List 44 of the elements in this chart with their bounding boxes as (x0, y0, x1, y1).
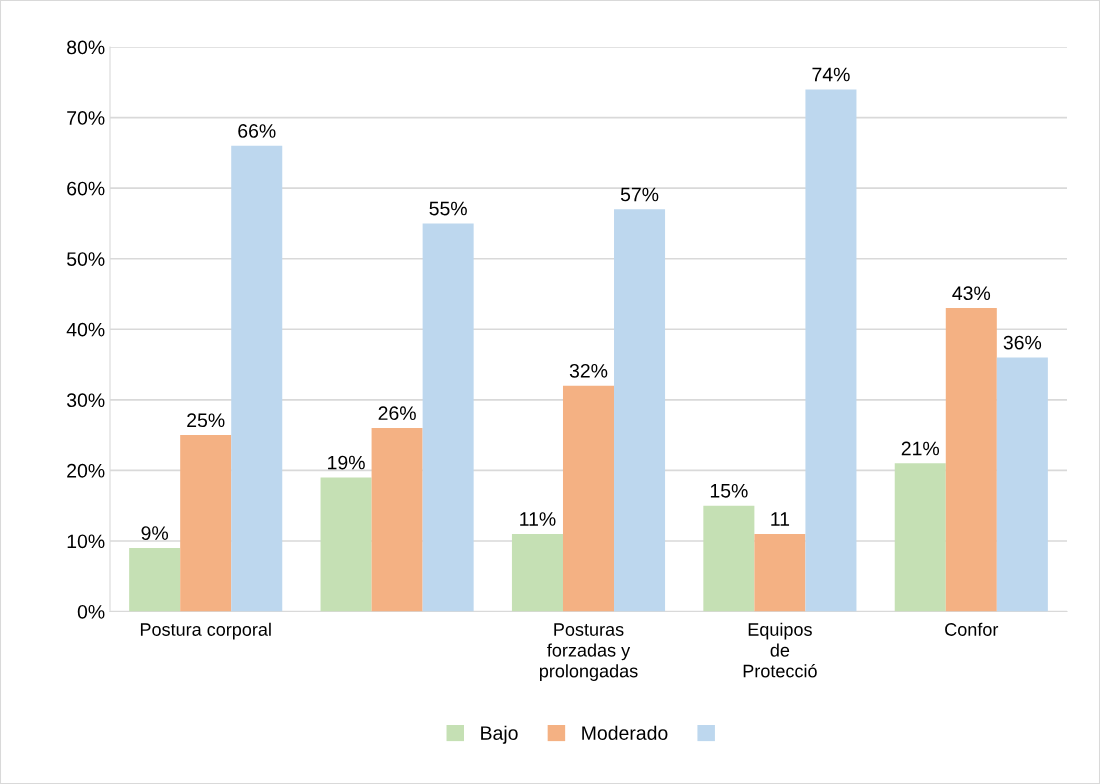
legend-label: Bajo (481, 725, 518, 744)
x-tick-label: Posturas forzadas y prolongadas (539, 623, 638, 681)
data-label: 11 (771, 512, 790, 526)
bar (562, 385, 615, 612)
data-label: 32% (569, 363, 608, 378)
y-tick-label: 80% (67, 40, 105, 55)
y-tick-label: 50% (67, 252, 105, 266)
data-label: 9% (141, 526, 169, 541)
bar (996, 357, 1048, 612)
bar (320, 477, 372, 612)
bar (805, 89, 857, 612)
data-label: 36% (1003, 335, 1042, 350)
x-tick-label: Confor (945, 622, 999, 636)
bar (129, 548, 181, 612)
x-tick-label: Postura corporal (140, 622, 271, 640)
y-tick-label: 60% (67, 181, 105, 196)
data-label: 25% (187, 413, 225, 428)
data-label: 15% (710, 483, 748, 498)
y-tick-label: 70% (67, 111, 105, 125)
y-tick-label: 40% (66, 322, 105, 337)
y-tick-label: 30% (66, 393, 105, 408)
data-label: 55% (429, 201, 467, 216)
data-label: 21% (901, 441, 940, 456)
bar (754, 533, 806, 612)
data-label: 26% (378, 406, 416, 421)
data-label: 74% (812, 67, 850, 82)
x-tick-label: Equipos de Protecció (743, 622, 817, 678)
y-tick-label: 0% (77, 604, 105, 619)
bar (614, 209, 666, 612)
data-label: 11% (520, 512, 556, 526)
bar (945, 308, 997, 612)
bar (180, 435, 232, 612)
bar (422, 223, 474, 612)
data-label: 57% (620, 187, 659, 202)
y-tick-label: 10% (67, 534, 105, 549)
bar (511, 533, 563, 612)
data-label: 66% (238, 124, 276, 138)
y-tick-label: 20% (67, 463, 105, 478)
bar (371, 428, 423, 612)
data-label: 19% (328, 455, 365, 470)
bar (231, 145, 283, 612)
legend-label: Moderado (582, 725, 668, 740)
data-label: 43% (952, 286, 991, 301)
bar (703, 505, 755, 612)
